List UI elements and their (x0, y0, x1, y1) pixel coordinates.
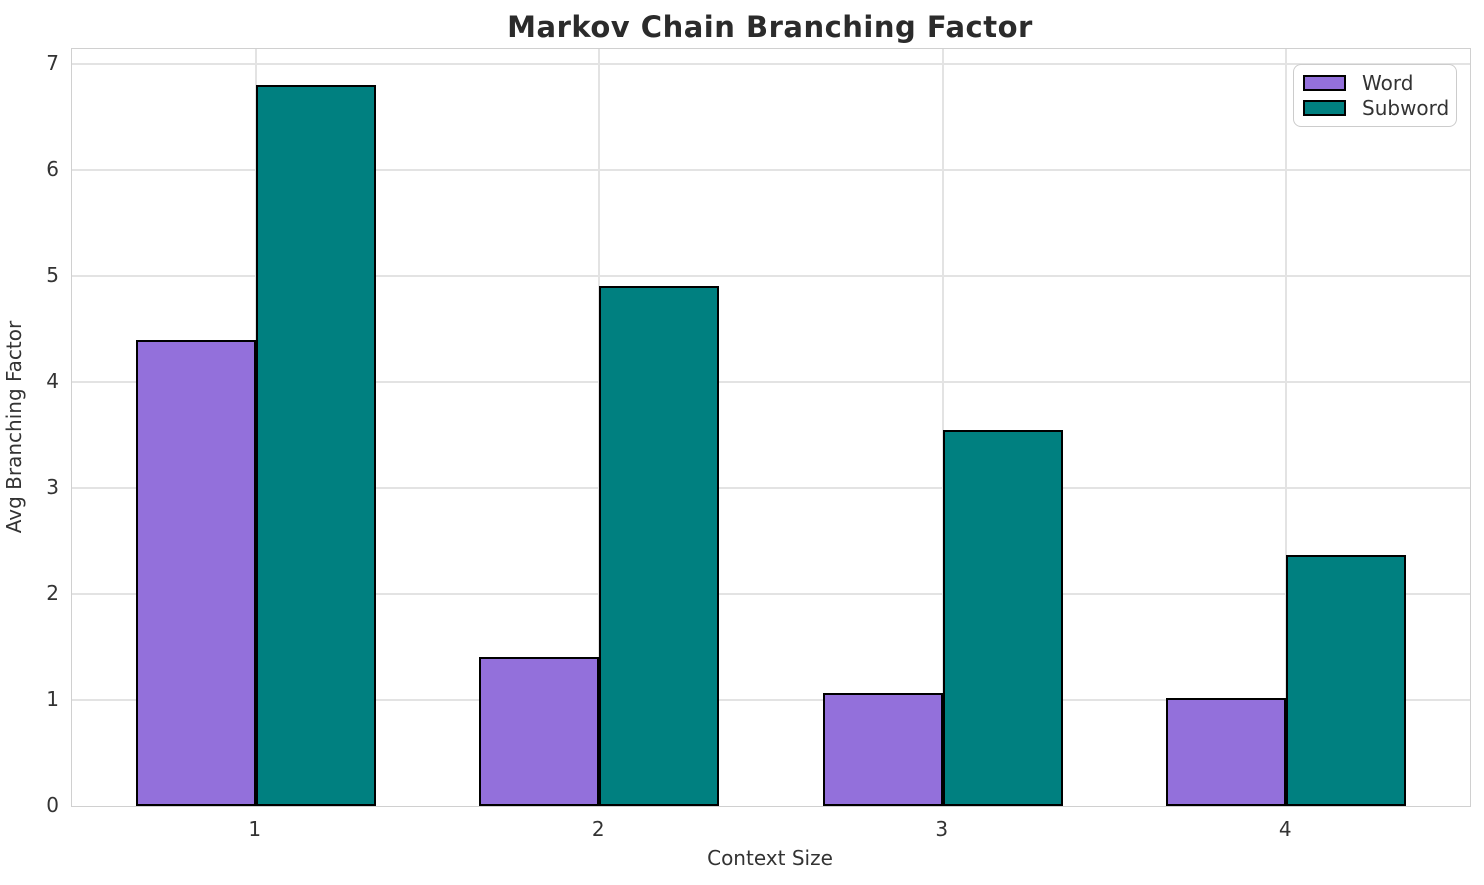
h-gridline-1 (72, 699, 1470, 701)
plot-area (71, 48, 1471, 807)
y-tick-1: 1 (46, 686, 59, 711)
legend-swatch-word (1303, 75, 1346, 92)
h-gridline-3 (72, 487, 1470, 489)
bar-word-context-3 (822, 692, 943, 806)
bar-word-context-2 (479, 656, 600, 806)
bar-subword-context-3 (942, 429, 1063, 806)
y-tick-6: 6 (46, 156, 59, 181)
legend: Word Subword (1293, 64, 1457, 127)
v-gridline-4 (1285, 49, 1288, 806)
chart-title: Markov Chain Branching Factor (507, 10, 1033, 44)
x-tick-2: 2 (591, 817, 605, 841)
x-tick-3: 3 (935, 817, 949, 841)
y-tick-5: 5 (46, 262, 59, 287)
bar-word-context-4 (1166, 697, 1287, 806)
bar-subword-context-2 (599, 286, 720, 806)
legend-item-subword: Subword (1303, 95, 1450, 120)
x-axis-label: Context Size (707, 846, 833, 870)
legend-item-word: Word (1303, 71, 1446, 95)
legend-label-word: Word (1362, 71, 1414, 96)
v-gridline-1 (254, 49, 257, 806)
y-tick-3: 3 (46, 474, 59, 499)
bar-subword-context-4 (1286, 554, 1407, 806)
legend-swatch-subword (1303, 99, 1346, 116)
y-tick-0: 0 (46, 793, 59, 817)
y-axis-label: Avg Branching Factor (2, 320, 26, 534)
h-gridline-2 (72, 593, 1470, 595)
y-tick-4: 4 (46, 368, 59, 393)
legend-label-subword: Subword (1362, 95, 1450, 120)
y-tick-7: 7 (46, 50, 59, 75)
h-gridline-6 (72, 169, 1470, 171)
bar-word-context-1 (135, 339, 256, 806)
h-gridline-7 (72, 63, 1470, 65)
x-tick-4: 4 (1278, 817, 1292, 841)
bar-subword-context-1 (255, 85, 376, 806)
x-tick-1: 1 (248, 817, 262, 841)
h-gridline-4 (72, 381, 1470, 383)
y-tick-2: 2 (46, 580, 59, 605)
v-gridline-3 (941, 49, 944, 806)
h-gridline-5 (72, 275, 1470, 277)
